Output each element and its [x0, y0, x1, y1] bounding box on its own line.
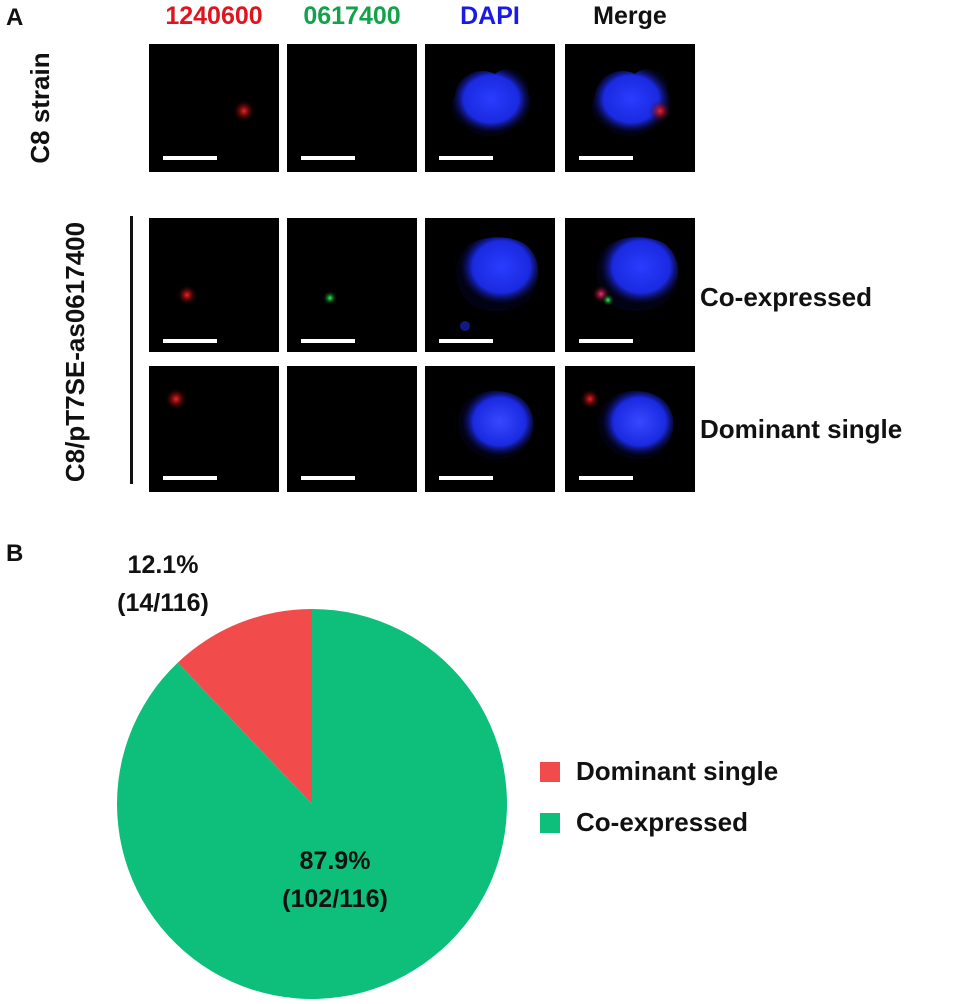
pie-count-dominant-single: (14/116) [117, 589, 209, 617]
pie-legend: Dominant single Co-expressed [540, 756, 778, 838]
image-tile-c8-dapi [425, 44, 555, 172]
pie-label-co-expressed: 87.9% (102/116) [250, 842, 420, 918]
channel-label-dapi: DAPI [460, 2, 520, 30]
pie-percent-co-expressed: 87.9% [299, 847, 371, 875]
legend-item-dominant-single: Dominant single [540, 756, 778, 787]
pie-count-co-expressed: (102/116) [282, 885, 388, 913]
panel-a-letter: A [6, 4, 24, 31]
image-tile-c8-1240600 [149, 44, 279, 172]
row-group-c8-strain: C8 strain [25, 52, 55, 164]
image-tile-single-0617400 [287, 366, 417, 492]
image-tile-single-1240600 [149, 366, 279, 492]
image-tile-coexp-merge [565, 218, 695, 352]
pie-slice-dominant-single [177, 609, 312, 804]
image-tile-single-merge [565, 366, 695, 492]
panel-b-letter: B [6, 540, 24, 567]
channel-label-merge: Merge [593, 2, 667, 30]
channel-label-1240600: 1240600 [165, 2, 263, 30]
legend-swatch-co-expressed [540, 812, 560, 833]
pie-label-dominant-single: 12.1% (14/116) [98, 546, 228, 622]
row-label-co-expressed: Co-expressed [700, 282, 872, 312]
pie-percent-dominant-single: 12.1% [127, 551, 199, 579]
pie-slice-co-expressed [117, 609, 508, 999]
row-label-dominant-single: Dominant single [700, 414, 903, 444]
row-group-bracket [130, 216, 133, 484]
row-group-c8-pt7se: C8/pT7SE-as0617400 [60, 221, 90, 483]
image-tile-coexp-dapi [425, 218, 555, 352]
legend-label-dominant-single: Dominant single [576, 756, 779, 786]
legend-item-co-expressed: Co-expressed [540, 807, 778, 838]
image-tile-single-dapi [425, 366, 555, 492]
legend-label-co-expressed: Co-expressed [576, 807, 748, 837]
image-tile-coexp-1240600 [149, 218, 279, 352]
image-tile-coexp-0617400 [287, 218, 417, 352]
channel-label-0617400: 0617400 [303, 2, 401, 30]
legend-swatch-dominant-single [540, 761, 560, 782]
image-tile-c8-merge [565, 44, 695, 172]
image-tile-c8-0617400 [287, 44, 417, 172]
